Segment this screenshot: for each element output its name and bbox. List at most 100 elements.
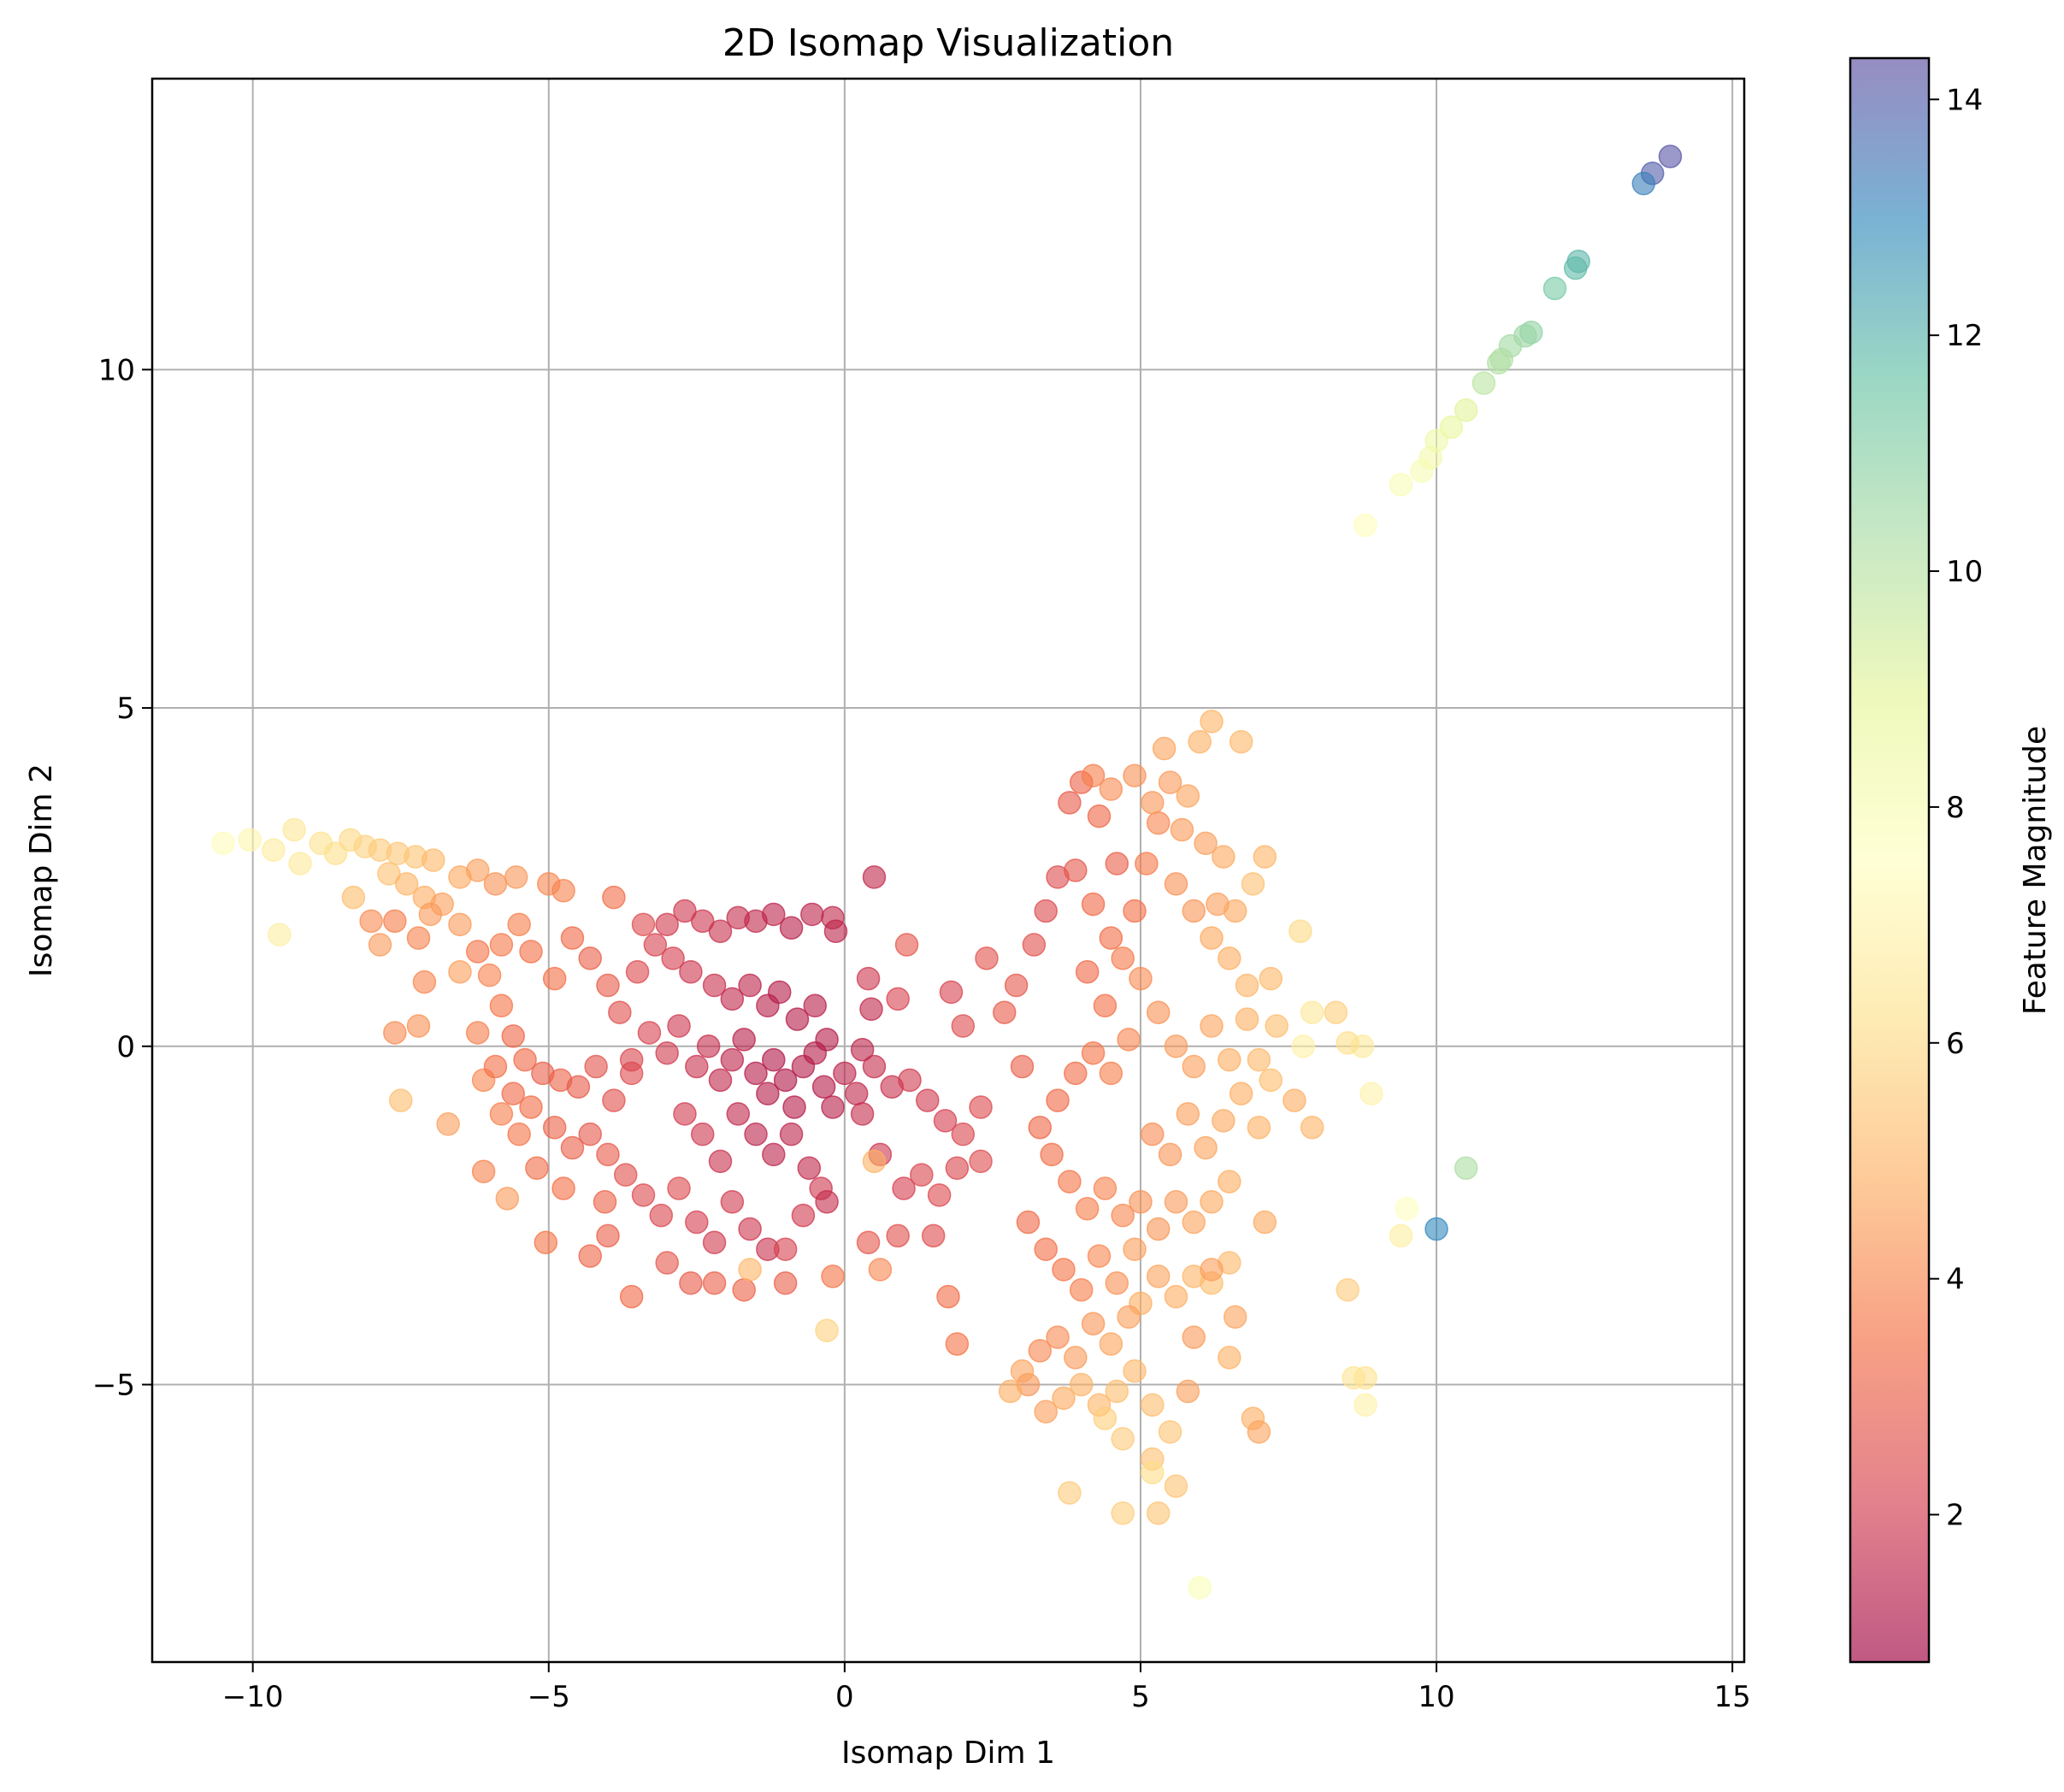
- data-point: [1069, 1277, 1094, 1302]
- data-point: [1424, 1217, 1448, 1241]
- y-tick-label: 0: [116, 1030, 135, 1064]
- data-point: [489, 1102, 514, 1126]
- data-point: [1117, 1305, 1141, 1329]
- data-point: [821, 1095, 845, 1119]
- data-point: [762, 902, 786, 927]
- data-point: [1170, 817, 1194, 842]
- data-point: [1123, 1359, 1147, 1383]
- data-point: [1064, 1061, 1088, 1086]
- data-point: [1247, 1116, 1271, 1140]
- data-point: [782, 1095, 806, 1119]
- data-point: [489, 993, 514, 1018]
- data-point: [936, 1284, 960, 1309]
- data-point: [939, 980, 964, 1005]
- data-point: [542, 1116, 567, 1140]
- data-point: [708, 1068, 733, 1093]
- data-point: [916, 1088, 940, 1112]
- data-point: [643, 933, 668, 957]
- data-point: [1164, 1190, 1188, 1214]
- data-point: [596, 1223, 620, 1248]
- data-point: [773, 1271, 798, 1295]
- data-point: [394, 872, 419, 896]
- colorbar: [1849, 56, 1931, 1664]
- data-point: [1200, 710, 1224, 734]
- x-tick-label: −10: [222, 1680, 284, 1714]
- data-point: [702, 1230, 727, 1255]
- data-point: [596, 1142, 620, 1167]
- data-point: [945, 1156, 970, 1180]
- data-point: [856, 1230, 881, 1255]
- data-point: [471, 1159, 496, 1183]
- data-point: [1081, 892, 1106, 917]
- data-point: [1259, 1068, 1283, 1093]
- colorbar-ticks: 2 4 6 8 10 12 14: [1929, 83, 1983, 1533]
- data-point: [744, 1122, 768, 1147]
- data-point: [1064, 1346, 1088, 1370]
- data-point: [1058, 1481, 1082, 1505]
- data-point: [560, 1135, 585, 1160]
- data-point: [1235, 1007, 1259, 1031]
- data-point: [1563, 256, 1588, 280]
- data-point: [578, 1122, 602, 1147]
- data-point: [383, 1021, 407, 1045]
- data-point: [815, 1190, 839, 1214]
- data-point: [1164, 1284, 1188, 1309]
- data-point: [1164, 1474, 1188, 1498]
- data-point: [1058, 791, 1082, 815]
- data-point: [1010, 1054, 1035, 1079]
- data-point: [1164, 1035, 1188, 1058]
- data-point: [696, 1035, 721, 1058]
- data-point: [708, 1149, 733, 1174]
- data-point: [1146, 1217, 1171, 1241]
- data-point: [797, 1156, 822, 1180]
- data-point: [1141, 791, 1165, 815]
- data-point: [1410, 459, 1434, 483]
- data-point: [690, 1122, 715, 1147]
- data-point: [1486, 351, 1511, 375]
- colorbar-tick-label: 4: [1946, 1263, 1965, 1297]
- data-point: [412, 970, 437, 994]
- data-point: [690, 909, 715, 934]
- data-point: [238, 828, 262, 852]
- data-point: [1146, 1501, 1171, 1525]
- data-point: [1093, 993, 1118, 1018]
- data-point: [1176, 1379, 1200, 1404]
- data-point: [673, 899, 697, 923]
- data-point: [1218, 1170, 1241, 1194]
- data-point: [1034, 1400, 1058, 1424]
- data-point: [593, 1190, 617, 1214]
- colorbar-tick-label: 14: [1946, 83, 1983, 117]
- data-point: [1265, 1014, 1289, 1038]
- data-point: [619, 1047, 644, 1072]
- data-point: [1300, 1000, 1324, 1024]
- data-point: [726, 1102, 751, 1126]
- data-point: [1336, 1277, 1359, 1302]
- data-point: [921, 1223, 946, 1248]
- data-point: [504, 865, 528, 889]
- data-point: [1111, 946, 1135, 970]
- data-point: [732, 1028, 756, 1052]
- data-point: [1081, 763, 1106, 787]
- data-point: [1004, 973, 1029, 998]
- data-point: [477, 963, 502, 987]
- data-point: [1336, 1031, 1359, 1055]
- data-point: [495, 1187, 520, 1211]
- data-point: [465, 1021, 490, 1045]
- data-point: [655, 912, 679, 937]
- data-point: [584, 1054, 608, 1079]
- data-point: [886, 987, 910, 1011]
- data-point: [1471, 371, 1496, 395]
- data-point: [969, 1095, 993, 1119]
- data-point: [1099, 777, 1123, 801]
- x-tick-label: 10: [1418, 1680, 1454, 1714]
- y-axis: −5 0 5 10: [92, 353, 152, 1403]
- data-point: [448, 959, 472, 984]
- chart-title: 2D Isomap Visualization: [722, 21, 1174, 65]
- data-point: [489, 933, 514, 957]
- data-point: [359, 909, 383, 934]
- data-point: [850, 1037, 875, 1062]
- data-point: [1158, 1420, 1182, 1444]
- data-point: [998, 1379, 1023, 1404]
- data-point: [1111, 1427, 1135, 1451]
- data-point: [1158, 770, 1182, 794]
